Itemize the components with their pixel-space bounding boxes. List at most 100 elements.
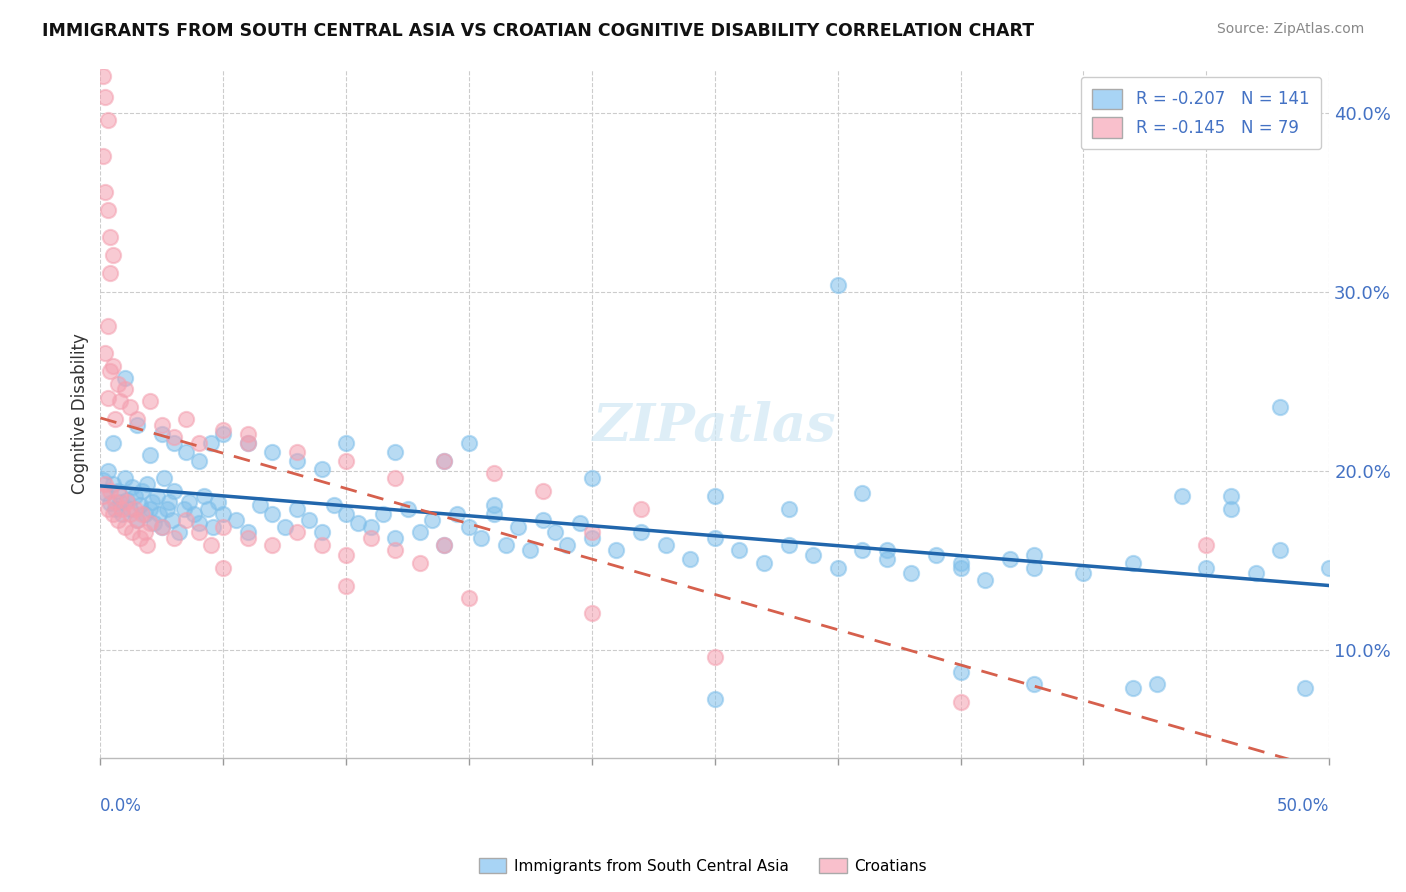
Point	[470, 531, 492, 545]
Point	[111, 501, 134, 516]
Point	[187, 516, 209, 531]
Point	[163, 435, 186, 450]
Point	[1122, 556, 1144, 570]
Point	[97, 391, 120, 405]
Point	[163, 430, 186, 444]
Point	[262, 538, 284, 552]
Point	[127, 417, 149, 432]
Point	[146, 489, 169, 503]
Point	[335, 453, 357, 467]
Point	[974, 574, 997, 588]
Point	[212, 423, 235, 437]
Point	[1024, 677, 1046, 691]
Point	[114, 382, 136, 396]
Point	[124, 489, 146, 503]
Point	[202, 520, 225, 534]
Point	[138, 501, 160, 516]
Point	[138, 448, 160, 462]
Point	[97, 319, 120, 334]
Point	[409, 525, 432, 540]
Point	[1171, 489, 1194, 503]
Point	[703, 489, 725, 503]
Point	[384, 531, 406, 545]
Point	[827, 561, 849, 575]
Point	[605, 543, 627, 558]
Point	[236, 426, 259, 441]
Point	[630, 525, 652, 540]
Point	[118, 400, 141, 414]
Point	[273, 520, 295, 534]
Point	[1268, 400, 1291, 414]
Point	[163, 483, 186, 498]
Point	[107, 513, 129, 527]
Point	[433, 538, 456, 552]
Point	[107, 483, 129, 498]
Point	[128, 498, 150, 512]
Point	[187, 453, 209, 467]
Point	[150, 426, 173, 441]
Point	[104, 501, 127, 516]
Point	[236, 435, 259, 450]
Point	[679, 552, 702, 566]
Point	[141, 494, 163, 508]
Point	[163, 531, 186, 545]
Point	[91, 473, 114, 487]
Point	[94, 346, 117, 360]
Point	[97, 113, 120, 128]
Point	[1294, 681, 1316, 695]
Point	[91, 149, 114, 163]
Point	[183, 507, 205, 521]
Point	[1122, 681, 1144, 695]
Point	[136, 538, 159, 552]
Point	[236, 525, 259, 540]
Point	[111, 507, 134, 521]
Point	[531, 483, 554, 498]
Legend: Immigrants from South Central Asia, Croatians: Immigrants from South Central Asia, Croa…	[472, 852, 934, 880]
Point	[409, 556, 432, 570]
Point	[97, 202, 120, 217]
Point	[568, 516, 591, 531]
Point	[193, 489, 215, 503]
Point	[134, 525, 156, 540]
Point	[117, 492, 139, 507]
Point	[94, 476, 117, 491]
Point	[1219, 501, 1241, 516]
Point	[581, 606, 603, 620]
Point	[827, 278, 849, 293]
Point	[285, 453, 308, 467]
Point	[360, 520, 382, 534]
Point	[117, 494, 139, 508]
Point	[176, 444, 198, 458]
Point	[1219, 489, 1241, 503]
Point	[482, 466, 505, 480]
Point	[98, 266, 121, 280]
Point	[335, 549, 357, 563]
Point	[207, 494, 229, 508]
Point	[458, 591, 481, 606]
Point	[581, 531, 603, 545]
Point	[1317, 561, 1340, 575]
Point	[654, 538, 676, 552]
Point	[384, 444, 406, 458]
Point	[335, 507, 357, 521]
Point	[212, 507, 235, 521]
Point	[138, 516, 160, 531]
Point	[630, 501, 652, 516]
Point	[177, 494, 200, 508]
Point	[311, 462, 333, 476]
Point	[482, 507, 505, 521]
Point	[108, 494, 131, 508]
Point	[143, 516, 166, 531]
Point	[225, 513, 247, 527]
Point	[778, 538, 800, 552]
Text: 50.0%: 50.0%	[1277, 797, 1329, 814]
Point	[200, 435, 222, 450]
Point	[1024, 561, 1046, 575]
Text: IMMIGRANTS FROM SOUTH CENTRAL ASIA VS CROATIAN COGNITIVE DISABILITY CORRELATION : IMMIGRANTS FROM SOUTH CENTRAL ASIA VS CR…	[42, 22, 1035, 40]
Point	[446, 507, 468, 521]
Point	[311, 538, 333, 552]
Point	[104, 494, 127, 508]
Point	[127, 412, 149, 426]
Point	[1268, 543, 1291, 558]
Point	[134, 507, 156, 521]
